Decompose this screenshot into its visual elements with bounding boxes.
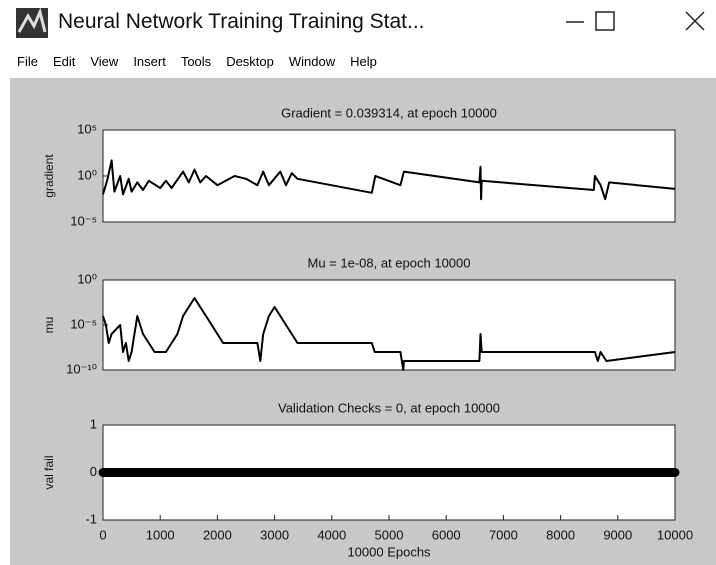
y-tick-label: 10⁵	[77, 121, 97, 136]
menu-item[interactable]: Desktop	[226, 48, 274, 76]
menu-item[interactable]: Window	[289, 48, 335, 76]
menu-item[interactable]: Help	[350, 48, 377, 76]
x-tick-label: 10000	[657, 527, 693, 542]
x-tick-label: 6000	[432, 527, 461, 542]
x-tick-label: 2000	[203, 527, 232, 542]
x-tick-label: 9000	[603, 527, 632, 542]
menu-item[interactable]: View	[90, 48, 118, 76]
chart-title: Mu = 1e-08, at epoch 10000	[308, 255, 471, 270]
x-tick-label: 0	[99, 527, 106, 542]
page: Neural Network Training Training Stat...…	[0, 0, 716, 565]
y-axis-label: gradient	[42, 154, 56, 198]
y-tick-label: 0	[90, 464, 97, 479]
chart-title: Validation Checks = 0, at epoch 10000	[278, 400, 500, 415]
x-tick-label: 3000	[260, 527, 289, 542]
chart-title: Gradient = 0.039314, at epoch 10000	[281, 105, 497, 120]
menu-bar: File Edit View Insert Tools Desktop Window Help	[0, 48, 375, 76]
y-tick-label: 10⁰	[77, 271, 97, 286]
y-axis-label: mu	[42, 317, 56, 334]
axes	[103, 280, 675, 370]
y-axis-label: val fail	[42, 455, 56, 489]
app-icon	[14, 4, 54, 44]
window-title: Neural Network Training Training Stat...	[58, 10, 425, 34]
x-tick-label: 5000	[375, 527, 404, 542]
maximize-button[interactable]	[596, 12, 614, 30]
x-tick-label: 4000	[317, 527, 346, 542]
menu-item[interactable]: Edit	[53, 48, 75, 76]
close-button[interactable]	[686, 12, 704, 30]
x-tick-label: 7000	[489, 527, 518, 542]
y-tick-label: 10⁰	[77, 167, 97, 182]
menu-item[interactable]: File	[17, 48, 38, 76]
x-tick-label: 1000	[146, 527, 175, 542]
y-tick-label: 10⁻¹⁰	[66, 361, 97, 376]
y-tick-label: 10⁻⁵	[70, 213, 97, 228]
x-axis-label: 10000 Epochs	[347, 544, 431, 559]
y-tick-label: -1	[85, 511, 97, 526]
x-tick-label: 8000	[546, 527, 575, 542]
y-tick-label: 10⁻⁵	[70, 316, 97, 331]
window-controls[interactable]	[566, 0, 716, 45]
menu-item[interactable]: Insert	[133, 48, 166, 76]
axes	[103, 130, 675, 222]
menu-item[interactable]: Tools	[181, 48, 211, 76]
title-bar: Neural Network Training Training Stat...	[0, 0, 716, 45]
figure: Gradient = 0.039314, at epoch 10000 gradi…	[0, 78, 716, 565]
y-tick-label: 1	[90, 416, 97, 431]
